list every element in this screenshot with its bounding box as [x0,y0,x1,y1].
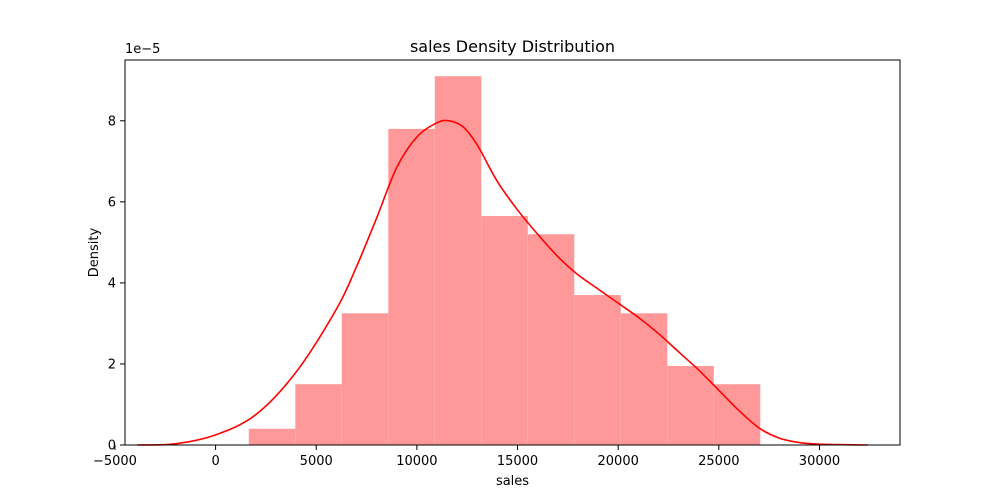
histogram-bar [527,234,575,445]
x-axis-ticks: −5000 0 5000 10000 15000 20000 25000 30000 [93,445,840,469]
histogram-bar [481,216,528,445]
kde-curve-layer [137,119,868,446]
x-tick-label: 15000 [497,454,538,469]
histogram-bar [620,313,668,445]
histogram-bar [574,295,621,445]
histogram-bar [388,128,435,446]
kde-curve [137,119,868,446]
y-axis-label: Density [87,227,102,277]
histogram-bar [341,313,389,445]
x-tick-label: 20000 [598,454,639,469]
x-tick-label: 0 [211,454,219,469]
y-tick-label: 2 [108,357,116,372]
histogram-bar [667,365,714,445]
histogram-bar [713,384,761,445]
y-axis-scale-label: 1e−5 [125,42,160,57]
x-tick-label: 25000 [698,454,739,469]
histogram-bar [434,76,482,446]
y-tick-label: 8 [108,114,116,129]
y-tick-label: 4 [108,276,116,291]
x-tick-label: 30000 [799,454,840,469]
y-axis-ticks: 0 2 4 6 8 [108,114,125,454]
y-tick-label: 6 [108,195,116,210]
x-axis-label: sales [496,474,529,489]
chart-title: sales Density Distribution [410,37,615,56]
histogram-bar [295,384,342,445]
x-tick-label: −5000 [93,454,137,469]
x-tick-label: 10000 [396,454,437,469]
histogram-bars [248,76,761,446]
x-tick-label: 5000 [300,454,333,469]
histogram-bar [248,428,296,445]
y-tick-label: 0 [108,439,116,454]
plot-frame [124,59,901,446]
